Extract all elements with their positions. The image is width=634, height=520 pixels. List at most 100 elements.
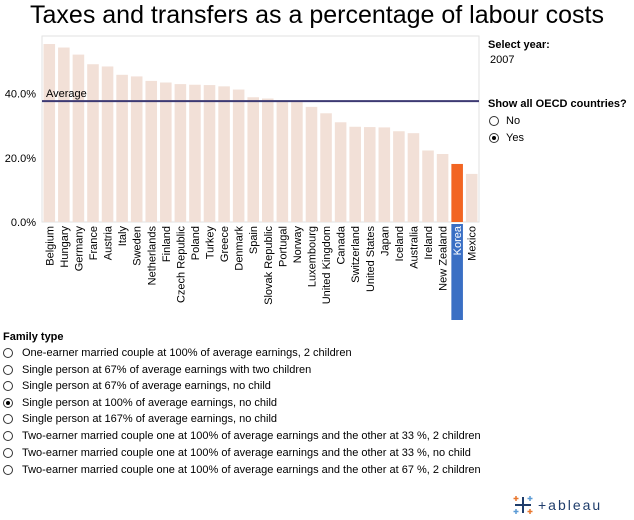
family-option[interactable]: Single person at 67% of average earnings…: [3, 378, 271, 394]
bar-switzerland[interactable]: [349, 126, 361, 222]
show-all-yes-label: Yes: [506, 132, 524, 144]
family-option[interactable]: Two-earner married couple one at 100% of…: [3, 445, 471, 461]
bar-luxembourg[interactable]: [305, 106, 318, 222]
x-tick-label: Czech Republic: [175, 226, 187, 304]
chart-title: Taxes and transfers as a percentage of l…: [30, 1, 604, 29]
x-axis-labels: Belgium Hungary Germany France Austria Italy S…: [44, 224, 479, 320]
family-option-label: Two-earner married couple one at 100% of…: [22, 464, 481, 476]
family-radio[interactable]: [3, 448, 13, 458]
x-tick-label: Netherlands: [146, 226, 158, 286]
x-tick-label: France: [88, 226, 100, 260]
bar-new-zealand[interactable]: [436, 154, 449, 222]
family-radio[interactable]: [3, 397, 13, 408]
bar-czech-republic[interactable]: [174, 84, 187, 222]
x-tick-label: Denmark: [234, 226, 246, 271]
x-tick-label: Finland: [161, 226, 173, 262]
y-tick-label: 40.0%: [5, 89, 36, 101]
radio-no[interactable]: [489, 116, 499, 126]
bar-united-kingdom[interactable]: [320, 113, 332, 222]
bar-turkey[interactable]: [203, 85, 216, 222]
bar-spain[interactable]: [247, 97, 259, 222]
plot-frame: [41, 35, 480, 223]
x-tick-label: Portugal: [277, 226, 289, 267]
bar-chart: 0.0% 20.0% 40.0% Average Belgium Hungary Ger…: [5, 35, 480, 320]
x-tick-label: Slovak Republic: [263, 226, 275, 305]
x-tick-label: United States: [365, 226, 377, 293]
show-all-yes-option[interactable]: Yes: [489, 130, 524, 146]
x-tick-label: Ireland: [423, 226, 435, 260]
bar-australia[interactable]: [407, 133, 420, 222]
bar-denmark[interactable]: [232, 89, 245, 222]
x-tick-label: New Zealand: [438, 226, 450, 291]
radio-yes[interactable]: [489, 133, 499, 143]
family-radio[interactable]: [3, 431, 13, 441]
bar-mexico[interactable]: [465, 173, 478, 222]
bar-sweden[interactable]: [130, 76, 143, 222]
family-option[interactable]: One-earner married couple at 100% of ave…: [3, 345, 352, 361]
average-line-group: Average: [42, 88, 479, 103]
bar-austria[interactable]: [101, 66, 114, 222]
bar-italy[interactable]: [116, 74, 128, 222]
bars-group: [43, 44, 478, 223]
family-option-label: Single person at 167% of average earning…: [22, 413, 278, 425]
bar-finland[interactable]: [160, 82, 172, 223]
x-tick-label: Sweden: [132, 226, 144, 266]
show-all-no-label: No: [506, 115, 521, 127]
bar-united-states[interactable]: [363, 127, 376, 222]
bar-belgium[interactable]: [43, 44, 56, 222]
bar-norway[interactable]: [291, 102, 303, 222]
family-radio[interactable]: [3, 414, 13, 424]
family-option-label: Single person at 67% of average earnings…: [22, 380, 271, 392]
x-tick-label: Greece: [219, 226, 231, 262]
x-tick-label: United Kingdom: [321, 226, 333, 304]
family-option[interactable]: Two-earner married couple one at 100% of…: [3, 462, 481, 478]
x-tick-label: Hungary: [59, 226, 71, 268]
y-axis: 0.0% 20.0% 40.0%: [5, 35, 480, 229]
bar-germany[interactable]: [72, 54, 85, 222]
tableau-wordmark: +ableau: [538, 497, 603, 513]
bar-canada[interactable]: [334, 122, 347, 222]
y-tick-label: 20.0%: [5, 153, 36, 165]
tableau-cross-icon: [513, 496, 533, 514]
bar-netherlands[interactable]: [145, 80, 158, 223]
x-tick-label: Spain: [248, 226, 260, 254]
family-radio[interactable]: [3, 348, 13, 358]
x-tick-label: Canada: [336, 225, 348, 264]
family-radio[interactable]: [3, 381, 13, 391]
x-tick-label: Austria: [103, 225, 115, 260]
bar-hungary[interactable]: [58, 47, 70, 222]
bar-japan[interactable]: [378, 127, 391, 222]
bar-portugal[interactable]: [276, 100, 289, 222]
bar-france[interactable]: [87, 64, 99, 222]
bar-korea[interactable]: [451, 163, 463, 222]
select-year-value[interactable]: 2007: [490, 54, 515, 66]
bar-iceland[interactable]: [393, 131, 405, 222]
family-option[interactable]: Two-earner married couple one at 100% of…: [3, 428, 481, 444]
highlight-label-bg: [451, 224, 463, 320]
x-tick-label: Japan: [379, 226, 391, 256]
family-option[interactable]: Single person at 67% of average earnings…: [3, 362, 311, 378]
family-radio[interactable]: [3, 465, 13, 475]
x-tick-label: Luxembourg: [306, 226, 318, 287]
x-tick-label: Turkey: [205, 226, 217, 260]
tableau-logo[interactable]: +ableau: [512, 494, 602, 516]
x-tick-label: Poland: [190, 226, 202, 260]
select-year-label: Select year:: [488, 39, 550, 51]
show-all-no-option[interactable]: No: [489, 113, 520, 129]
x-tick-label: Switzerland: [350, 226, 362, 283]
family-radio[interactable]: [3, 364, 13, 375]
bar-ireland[interactable]: [422, 150, 434, 222]
bar-slovak-republic[interactable]: [262, 98, 274, 222]
bar-greece[interactable]: [218, 86, 230, 223]
family-option[interactable]: Single person at 100% of average earning…: [3, 395, 277, 411]
family-option[interactable]: Single person at 167% of average earning…: [3, 411, 277, 427]
family-type-label: Family type: [3, 331, 64, 343]
x-tick-label: Norway: [292, 226, 304, 264]
x-tick-label: Germany: [73, 226, 85, 272]
family-option-label: Two-earner married couple one at 100% of…: [22, 430, 481, 442]
family-option-label: Single person at 67% of average earnings…: [22, 363, 312, 376]
x-tick-label: Belgium: [44, 226, 56, 266]
family-option-label: Two-earner married couple one at 100% of…: [22, 447, 471, 459]
x-tick-label: Korea: [452, 225, 464, 255]
bar-poland[interactable]: [189, 84, 201, 222]
